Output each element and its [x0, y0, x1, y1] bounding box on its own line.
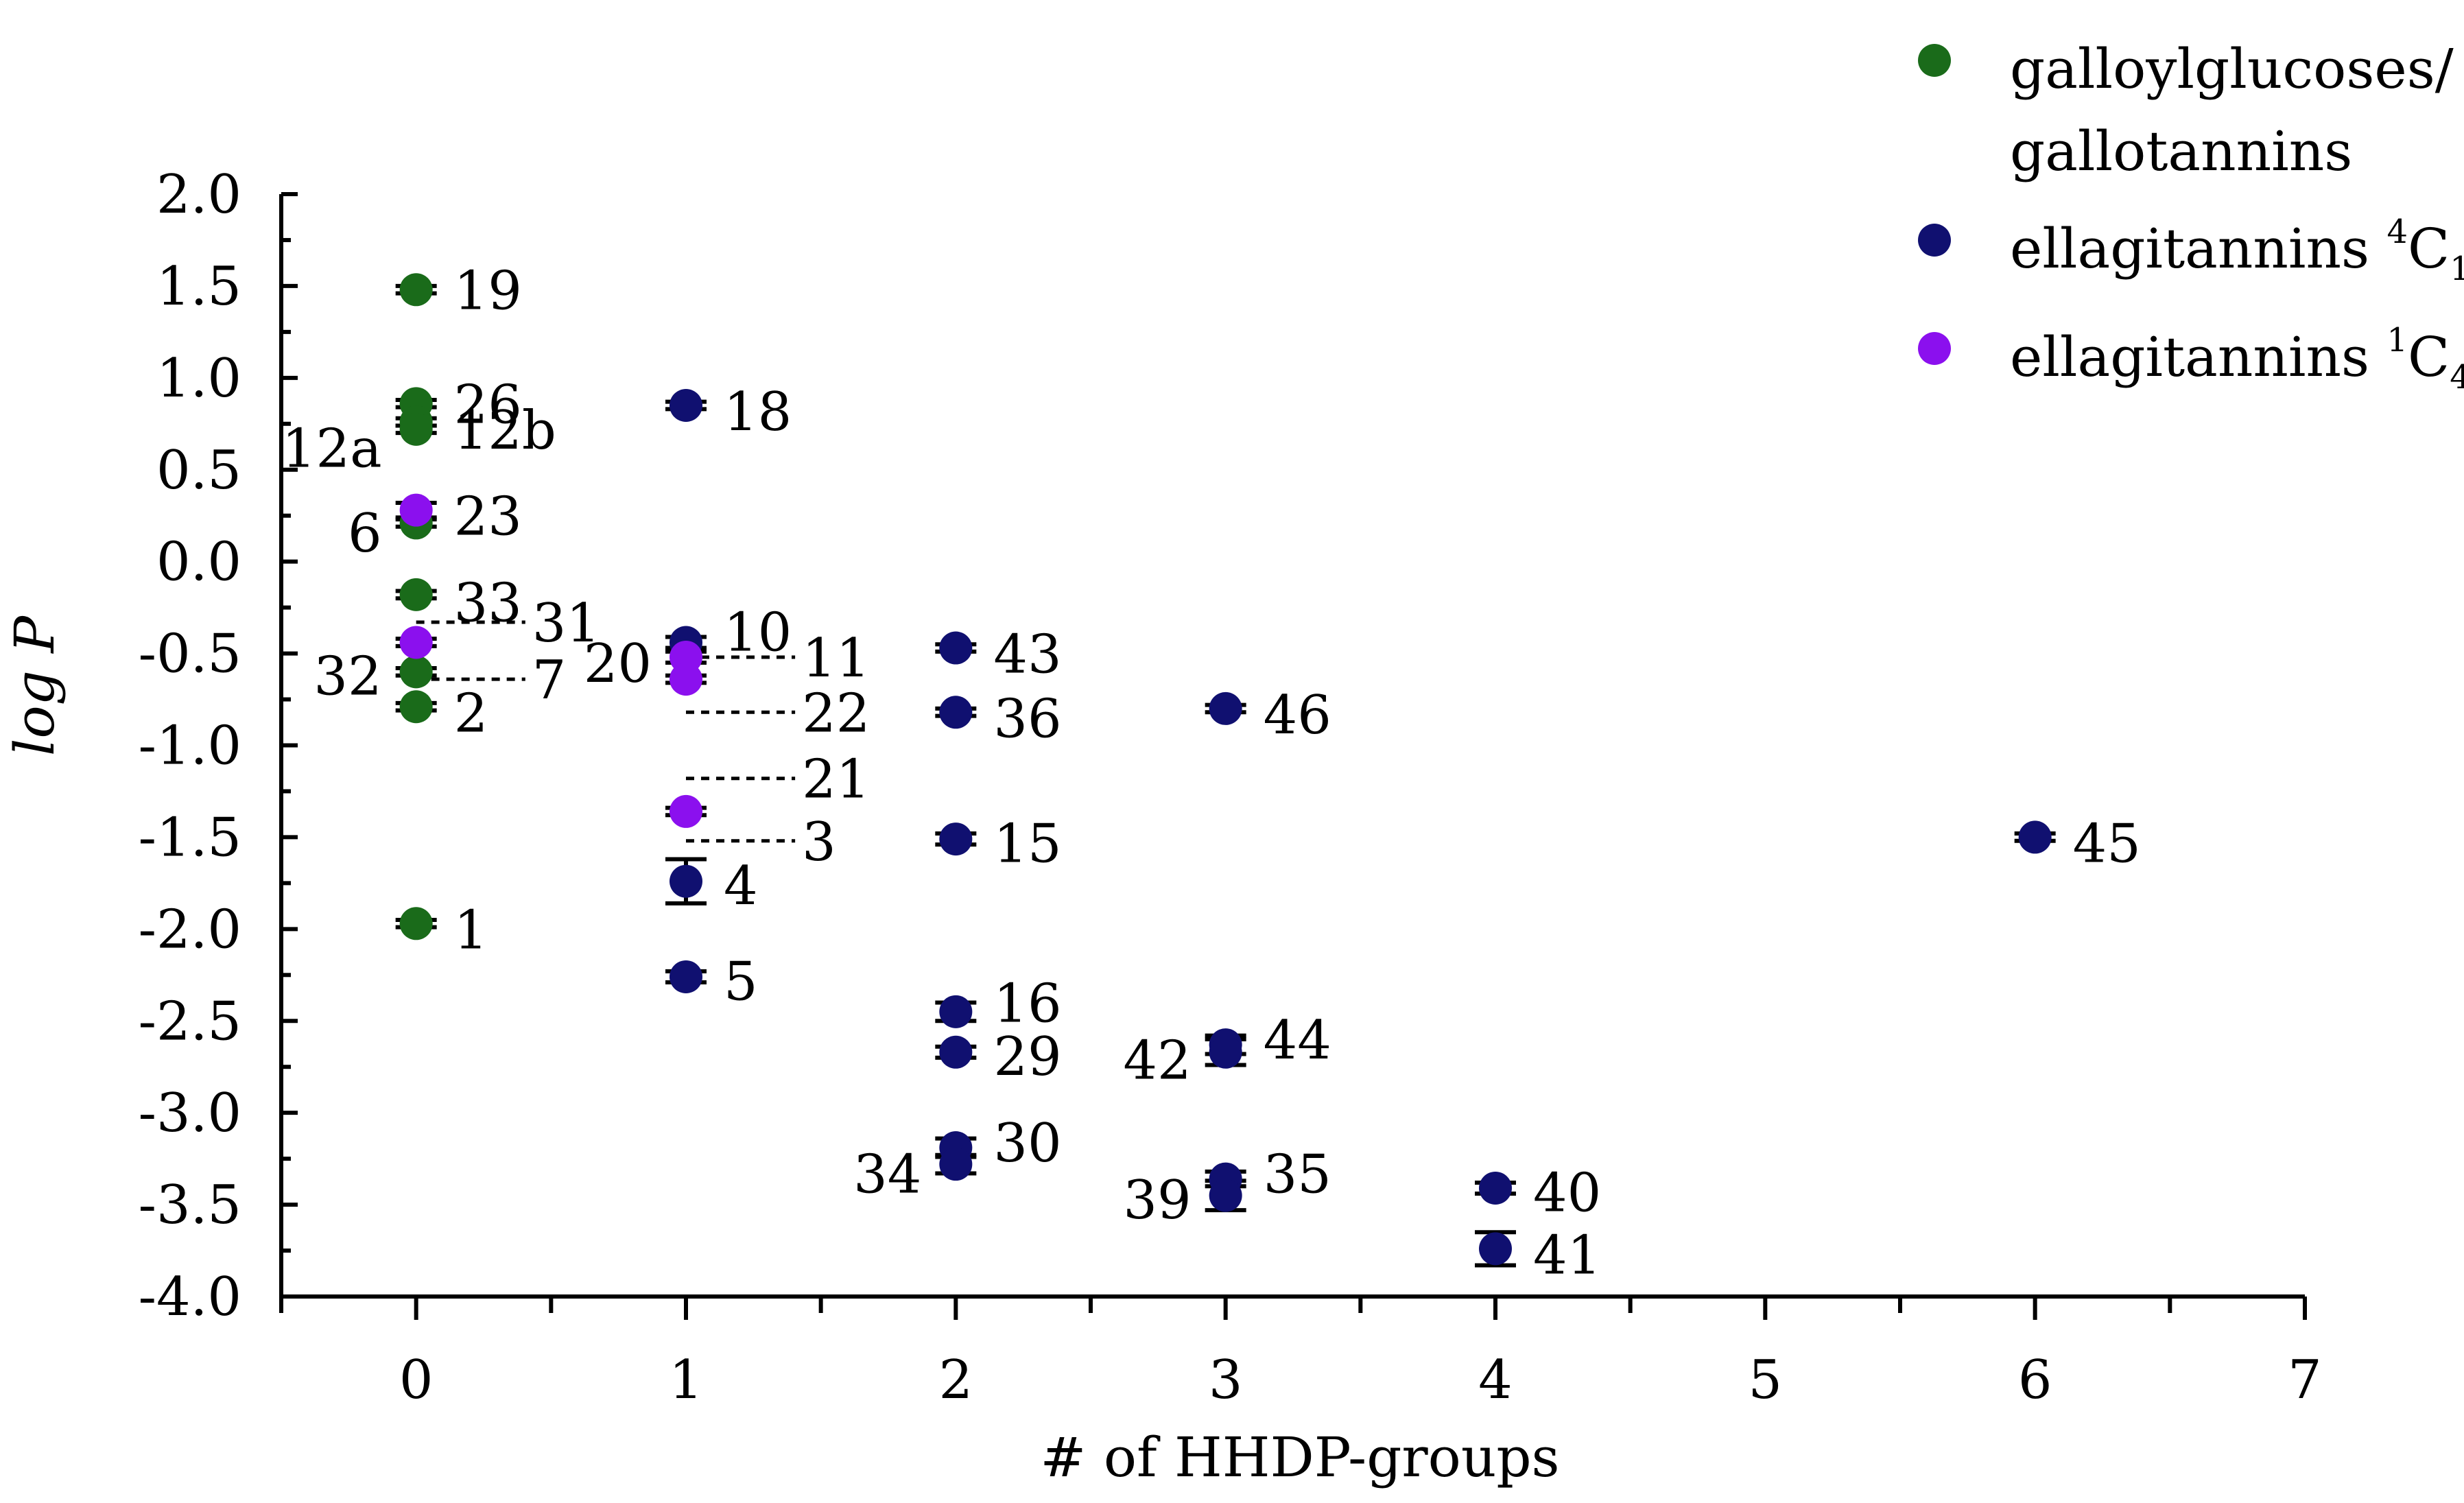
point-label: 10 — [724, 602, 792, 663]
point-label: 4 — [724, 855, 758, 917]
data-points — [399, 273, 2052, 1266]
data-point — [1209, 1035, 1242, 1069]
data-point — [399, 578, 433, 611]
point-label: 44 — [1264, 1010, 1331, 1072]
point-label: 40 — [1533, 1162, 1601, 1224]
y-tick-label: -3.5 — [139, 1174, 241, 1236]
x-tick-label: 2 — [939, 1349, 973, 1411]
point-label: 18 — [724, 381, 792, 443]
y-tick-label: -2.5 — [139, 991, 241, 1052]
x-tick-label: 7 — [2288, 1349, 2322, 1411]
point-label: 39 — [1123, 1170, 1191, 1231]
point-label: 46 — [1264, 685, 1331, 746]
legend-label-galloyl-line1: galloylglucoses/ — [2010, 37, 2454, 101]
data-point — [399, 655, 433, 689]
point-label: 41 — [1533, 1224, 1601, 1286]
data-point — [1209, 1179, 1242, 1212]
point-label: 12b — [454, 400, 556, 462]
point-label: 15 — [993, 813, 1061, 875]
data-point — [670, 864, 702, 898]
error-bars — [395, 283, 2056, 1268]
point-label: 1 — [454, 899, 488, 961]
point-label: 30 — [993, 1113, 1061, 1174]
data-point — [399, 626, 433, 659]
point-label: 12a — [282, 418, 382, 480]
point-label: 35 — [1264, 1144, 1331, 1206]
point-label: 34 — [853, 1144, 921, 1206]
data-point — [1479, 1171, 1512, 1205]
y-tick-label: 0.5 — [156, 440, 241, 501]
data-point — [399, 412, 433, 446]
data-point — [2018, 820, 2052, 854]
y-tick-label: -2.0 — [139, 899, 241, 960]
data-point — [939, 822, 973, 856]
legend-marker-ella-4c1 — [1918, 224, 1951, 257]
y-tick-label: -4.0 — [139, 1266, 241, 1328]
y-tick-label: 1.0 — [156, 348, 241, 410]
point-label: 31 — [532, 593, 600, 654]
y-tick-label: -3.0 — [139, 1082, 241, 1144]
y-tick-label: -0.5 — [139, 624, 241, 685]
point-label: 33 — [454, 573, 522, 635]
x-tick-label: 4 — [1478, 1349, 1513, 1411]
x-tick-label: 6 — [2018, 1349, 2052, 1411]
data-point — [939, 1148, 973, 1181]
point-label: 11 — [802, 628, 870, 689]
point-label: 45 — [2073, 813, 2141, 875]
legend-marker-ella-1c4 — [1918, 332, 1951, 365]
data-point — [939, 631, 973, 665]
x-tick-label: 5 — [1749, 1349, 1783, 1411]
x-tick-label: 0 — [399, 1349, 434, 1411]
data-point — [670, 960, 702, 993]
point-label: 3 — [802, 812, 836, 873]
y-tick-label: 1.5 — [156, 256, 241, 318]
x-tick-label: 1 — [669, 1349, 703, 1411]
point-label: 29 — [993, 1026, 1061, 1088]
y-tick-label: -1.5 — [139, 807, 241, 868]
point-label: 22 — [802, 683, 870, 744]
point-label: 2 — [454, 683, 488, 744]
point-label: 19 — [454, 260, 522, 322]
data-point — [399, 907, 433, 940]
point-label: 5 — [724, 951, 758, 1013]
y-tick-label: -1.0 — [139, 715, 241, 777]
data-point — [939, 696, 973, 729]
legend: galloylglucoses/ gallotannins ellagitann… — [1918, 37, 2464, 397]
data-point — [1209, 691, 1242, 725]
axes: 2.0 1.5 1.0 0.5 0.0 -0.5 -1.0 -1.5 -2.0 -2.5 -3.0 -… — [139, 164, 2322, 1411]
point-label: 32 — [313, 646, 381, 708]
point-label: 6 — [348, 503, 382, 565]
y-tick-label: 0.0 — [156, 532, 241, 593]
x-tick-label: 3 — [1209, 1349, 1243, 1411]
leader-lines — [416, 620, 796, 843]
data-point — [399, 273, 433, 307]
data-point — [399, 690, 433, 724]
data-point — [939, 1035, 973, 1069]
data-point — [670, 794, 702, 828]
y-tick-label: 2.0 — [156, 164, 241, 226]
point-label: 21 — [802, 749, 870, 811]
data-point — [1479, 1232, 1512, 1266]
y-axis-label: log P — [3, 615, 67, 756]
legend-label-galloyl-line2: gallotannins — [2010, 119, 2352, 183]
data-point — [670, 663, 702, 696]
legend-label-ella-4c1: ellagitannins 4C1 — [2010, 213, 2464, 288]
data-point — [670, 389, 702, 423]
data-point — [939, 995, 973, 1028]
point-label: 23 — [454, 486, 522, 548]
point-label: 42 — [1123, 1030, 1191, 1091]
point-label: 7 — [532, 650, 567, 711]
legend-marker-galloyl — [1918, 44, 1951, 77]
data-point — [399, 493, 433, 527]
point-label: 16 — [993, 973, 1061, 1034]
point-label: 20 — [584, 633, 652, 695]
x-axis-label: # of HHDP-groups — [1040, 1425, 1559, 1489]
point-label: 43 — [993, 624, 1061, 686]
point-label: 36 — [993, 688, 1061, 750]
legend-label-ella-1c4: ellagitannins 1C4 — [2010, 321, 2464, 397]
point-label: 26 — [454, 374, 522, 436]
